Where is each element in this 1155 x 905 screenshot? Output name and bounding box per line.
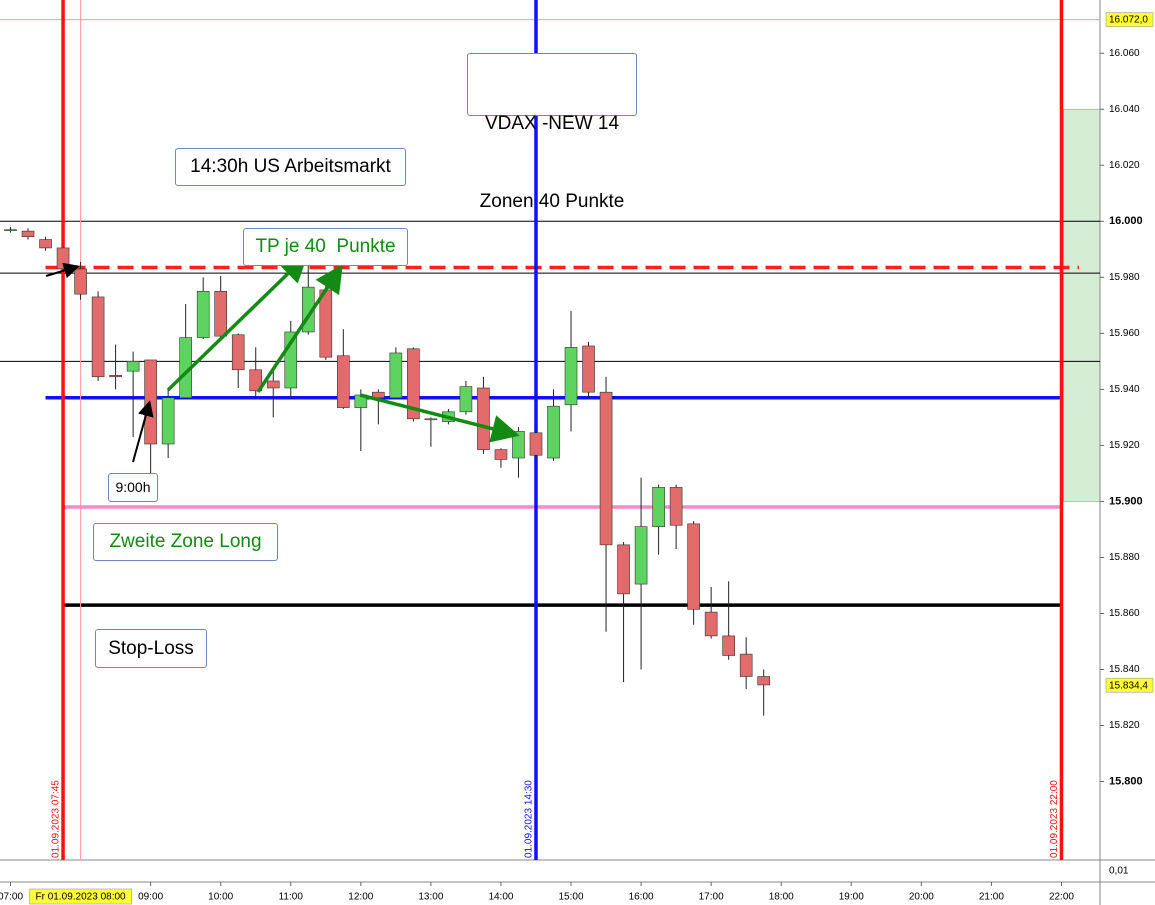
- candle-body: [687, 523, 700, 610]
- candle-body: [126, 361, 140, 372]
- candle-body: [722, 635, 735, 656]
- y-tick-label: 16.060: [1109, 48, 1140, 59]
- y-tick-label: 15.880: [1109, 552, 1140, 563]
- arrow: [45, 262, 80, 279]
- candle-body: [669, 487, 683, 526]
- candle-body: [704, 611, 718, 637]
- time-line-label: 01.09.2023 22:00: [1049, 780, 1060, 858]
- y-tick-label: 16.000: [1109, 215, 1143, 227]
- y-tick-label: 16.040: [1109, 104, 1140, 115]
- candle-body: [109, 375, 122, 378]
- note-line: VDAX -NEW 14: [484, 113, 620, 134]
- candle-body: [757, 676, 770, 686]
- candle-body: [196, 291, 210, 338]
- note-box: TP je 40 Punkte: [243, 228, 408, 266]
- price-tag: [1105, 12, 1154, 27]
- note-box: Zweite Zone Long: [93, 523, 278, 561]
- x-tick-label: 19:00: [839, 892, 864, 903]
- x-tick-label: 10:00: [208, 892, 233, 903]
- candle-body: [582, 345, 595, 393]
- cursor-tag-label: Fr 01.09.2023 08:00: [36, 892, 127, 903]
- candle-body: [617, 544, 630, 595]
- y-tick-label: 15.900: [1109, 495, 1143, 507]
- candle-body: [21, 230, 35, 238]
- candle-body: [91, 296, 105, 378]
- y-tick-label: 15.840: [1109, 664, 1140, 675]
- x-tick-label: 12:00: [348, 892, 373, 903]
- candle-body: [424, 418, 438, 421]
- candle-body: [319, 289, 333, 358]
- candle-body: [477, 387, 490, 450]
- arrow: [166, 254, 309, 392]
- candle-body: [249, 369, 263, 392]
- y-tick-label: 15.920: [1109, 440, 1140, 451]
- x-tick-label: 16:00: [629, 892, 654, 903]
- price-tag-label: 16.072,0: [1109, 15, 1148, 26]
- note-box: 14:30h US Arbeitsmarkt: [175, 148, 406, 186]
- arrows: [45, 254, 520, 463]
- candle-body: [529, 432, 543, 456]
- arrow: [256, 264, 343, 393]
- candle-body: [407, 348, 420, 420]
- candle-body: [564, 347, 578, 406]
- candle-body: [652, 487, 665, 527]
- candle-body: [39, 239, 52, 249]
- candle-body: [459, 386, 473, 413]
- x-tick-label: 14:00: [488, 892, 513, 903]
- candle-body: [231, 334, 245, 371]
- candle-body: [214, 291, 228, 337]
- note-box: VDAX -NEW 14 Zonen 40 Punkte: [467, 53, 637, 212]
- time-line-label: 01.09.2023 14:30: [524, 780, 535, 858]
- x-tick-label: 20:00: [909, 892, 934, 903]
- candle-body: [337, 355, 350, 408]
- arrow: [359, 393, 520, 443]
- x-tick-label: 11:00: [279, 892, 304, 903]
- note-box: 9:00h: [108, 473, 158, 502]
- candle-body: [74, 268, 87, 295]
- y-tick-label: 15.800: [1109, 775, 1143, 787]
- price-tag: [1105, 677, 1154, 693]
- candle-body: [389, 352, 403, 399]
- cursor-tag: [29, 888, 132, 905]
- time-line-label: 01.09.2023 07:45: [51, 780, 62, 858]
- note-line: Zonen 40 Punkte: [479, 191, 625, 212]
- y-tick-label: 15.860: [1109, 608, 1140, 619]
- price-tag-label: 15.834,4: [1109, 680, 1148, 691]
- arrow: [132, 400, 154, 463]
- candle-body: [266, 380, 280, 389]
- x-tick-label: 22:00: [1049, 892, 1074, 903]
- x-tick-label: 13:00: [418, 892, 443, 903]
- x-tick-label: 09:00: [138, 892, 163, 903]
- indicator-tick-label: 0,01: [1109, 866, 1129, 877]
- y-tick-label: 15.980: [1109, 272, 1140, 283]
- candle-body: [512, 431, 525, 459]
- candle-body: [547, 405, 560, 459]
- candle-body: [56, 247, 70, 270]
- y-tick-label: 16.020: [1109, 160, 1140, 171]
- x-tick-label: 21:00: [979, 892, 1004, 903]
- candle-body: [4, 229, 17, 232]
- candle-body: [144, 359, 157, 445]
- candle-body: [161, 397, 175, 445]
- zone: [1063, 108, 1101, 502]
- candle-body: [599, 391, 613, 546]
- candle-body: [634, 526, 648, 585]
- candle-body: [494, 449, 508, 460]
- x-tick-label: 17:00: [699, 892, 724, 903]
- x-tick-label: 15:00: [559, 892, 584, 903]
- y-tick-label: 15.940: [1109, 384, 1140, 395]
- candle-body: [739, 653, 753, 677]
- note-box: Stop-Loss: [95, 629, 207, 668]
- y-tick-label: 15.960: [1109, 328, 1140, 339]
- x-tick-label: 07:00: [0, 892, 23, 903]
- candle-body: [372, 391, 385, 399]
- y-tick-label: 15.820: [1109, 720, 1140, 731]
- x-tick-label: 18:00: [769, 892, 794, 903]
